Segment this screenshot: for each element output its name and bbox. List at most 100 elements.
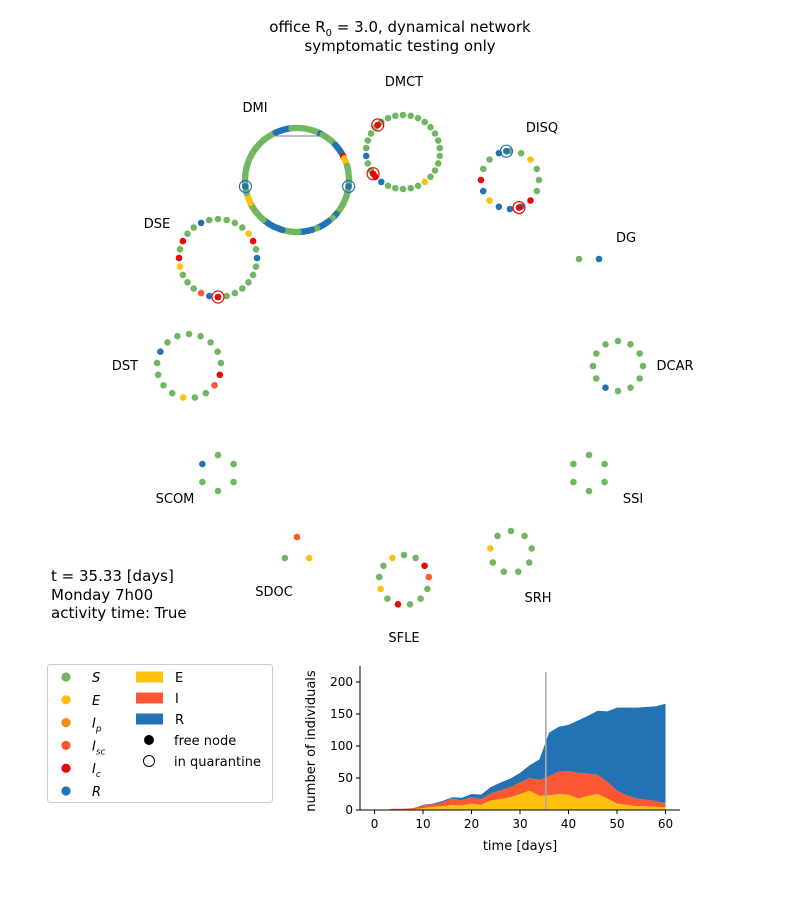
node-s — [627, 384, 634, 392]
node-s — [239, 224, 246, 231]
node-e — [179, 394, 187, 401]
quarantine-marker — [143, 755, 155, 767]
node-s — [252, 246, 260, 253]
legend-area-r — [136, 713, 163, 725]
legend-marker-isc — [61, 740, 71, 751]
group-disq: DISQ — [477, 121, 558, 215]
legend-label: Isc — [92, 739, 106, 757]
legend-area-e — [136, 671, 163, 683]
node-s — [190, 285, 197, 292]
figure-title: office R0 = 3.0, dynamical network — [269, 18, 531, 39]
node-s — [507, 527, 515, 535]
node-s — [436, 144, 444, 152]
legend-label: R — [92, 785, 101, 800]
group-sdoc: SDOC — [255, 533, 313, 600]
node-s — [602, 341, 609, 348]
node-s — [407, 184, 415, 192]
group-srh: SRH — [487, 527, 552, 606]
y-tick-label: 0 — [345, 803, 353, 817]
x-axis-label: time [days] — [483, 839, 557, 854]
node-r — [362, 152, 370, 160]
node-s — [245, 279, 252, 286]
node-ic — [175, 254, 183, 262]
node-r — [495, 203, 503, 211]
node-s — [427, 173, 434, 181]
legend-marker-s — [61, 672, 71, 682]
x-tick-label: 50 — [609, 817, 624, 831]
node-s — [489, 559, 497, 566]
node-s — [154, 371, 162, 379]
node-r — [479, 187, 487, 195]
node-s — [384, 114, 392, 122]
group-dst: DST — [112, 330, 225, 401]
node-s — [174, 332, 181, 340]
x-tick-label: 60 — [658, 817, 673, 831]
node-r — [197, 219, 205, 227]
node-s — [207, 339, 214, 346]
node-s — [231, 219, 239, 227]
node-s — [639, 362, 647, 370]
node-e — [487, 545, 494, 552]
node-s — [570, 478, 577, 486]
legend-label: Ic — [92, 762, 101, 780]
node-quarantined — [515, 204, 523, 211]
free-node-marker — [144, 735, 154, 745]
node-ic — [477, 176, 485, 184]
node-s — [380, 562, 387, 570]
group-label: DISQ — [526, 121, 558, 136]
node-s — [202, 389, 210, 397]
node-s — [164, 339, 171, 346]
node-s — [636, 375, 643, 382]
node-s — [424, 585, 431, 593]
node-e — [527, 156, 534, 163]
node-r — [253, 254, 261, 262]
node-s — [434, 137, 442, 144]
node-isc — [293, 533, 301, 541]
node-s — [190, 224, 197, 231]
node-e — [176, 263, 184, 271]
node-s — [514, 568, 522, 575]
x-tick-label: 20 — [464, 817, 479, 831]
group-dmct: DMCT — [362, 75, 444, 193]
node-ic — [179, 237, 187, 245]
quarantine-ring — [211, 290, 225, 304]
node-r — [157, 348, 164, 356]
group-label: SDOC — [255, 585, 293, 600]
legend-marker-e — [61, 695, 71, 705]
node-s — [384, 595, 391, 602]
node-s — [593, 375, 600, 382]
legend-label: I — [175, 692, 179, 707]
node-s — [197, 332, 204, 340]
node-s — [517, 149, 525, 157]
quarantine-ring — [238, 179, 252, 194]
node-s — [427, 123, 434, 131]
node-s — [252, 263, 260, 271]
node-quarantined — [242, 183, 249, 190]
node-s — [528, 545, 535, 552]
legend-area-i — [136, 692, 163, 704]
node-s — [214, 348, 221, 356]
node-s — [364, 137, 372, 144]
node-e — [245, 230, 252, 237]
y-tick-label: 200 — [330, 675, 353, 689]
group-label: DSE — [144, 217, 170, 232]
node-s — [185, 330, 193, 338]
legend-frame — [47, 664, 273, 803]
y-tick-label: 50 — [338, 771, 353, 785]
node-quarantined — [374, 121, 382, 129]
node-s — [479, 165, 487, 173]
legend-marker-ip — [61, 718, 71, 728]
node-isc — [425, 573, 433, 581]
legend-label: R — [175, 713, 184, 728]
node-r — [199, 460, 206, 468]
node-s — [614, 337, 622, 345]
node-s — [362, 144, 370, 152]
figure-subtitle: symptomatic testing only — [304, 37, 495, 55]
node-s — [392, 112, 399, 120]
group-label: SCOM — [156, 492, 195, 507]
legend-marker-ic — [61, 763, 71, 773]
area-series-i — [374, 771, 666, 810]
x-tick-label: 30 — [512, 817, 527, 831]
node-r — [602, 384, 609, 392]
node-s — [593, 350, 600, 357]
